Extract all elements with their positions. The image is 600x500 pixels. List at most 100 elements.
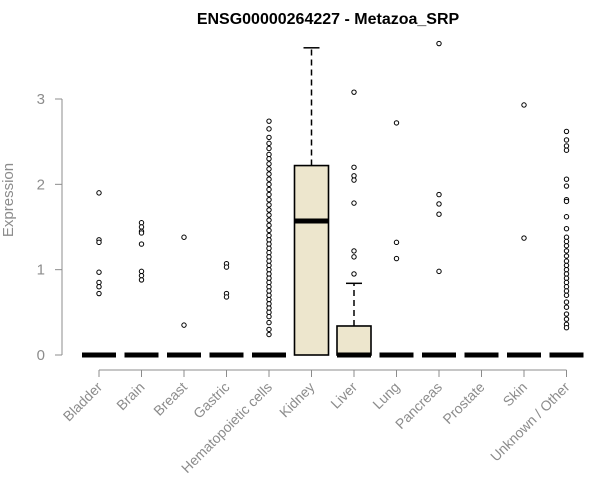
outlier-point	[266, 134, 272, 141]
outlier-point	[563, 147, 570, 153]
box-body	[336, 325, 372, 356]
outlier-point	[563, 258, 570, 264]
outlier-point	[266, 222, 272, 228]
outlier-point	[266, 279, 272, 286]
outlier-point	[223, 264, 230, 270]
outlier-point	[351, 271, 357, 277]
outlier-point	[266, 202, 272, 208]
outlier-point	[96, 284, 102, 290]
x-tick-label: Bladder	[60, 379, 106, 425]
outlier-point	[138, 277, 145, 283]
x-tick-label: Prostate	[439, 379, 487, 427]
outlier-point	[266, 161, 272, 167]
outlier-point	[266, 191, 272, 198]
box-6	[336, 89, 372, 358]
outlier-point	[138, 272, 145, 279]
outlier-point	[138, 268, 145, 275]
outlier-point	[563, 284, 570, 290]
outlier-point	[563, 275, 570, 281]
outlier-point	[563, 324, 570, 331]
chart-title: ENSG00000264227 - Metazoa_SRP	[197, 11, 460, 28]
outlier-point	[266, 296, 272, 303]
outlier-point	[436, 40, 442, 47]
outlier-point	[351, 164, 357, 170]
outlier-point	[96, 290, 102, 297]
y-axis-label: Expression	[0, 163, 17, 237]
outlier-point	[266, 245, 272, 252]
outlier-point	[563, 243, 570, 249]
outlier-point	[266, 156, 272, 162]
outlier-point	[266, 331, 272, 338]
outlier-point	[266, 262, 272, 269]
outlier-point	[563, 226, 570, 232]
outlier-point	[266, 237, 272, 243]
outlier-point	[266, 186, 272, 193]
outlier-point	[563, 248, 570, 254]
outlier-point	[563, 288, 570, 294]
outlier-point	[266, 166, 272, 172]
outlier-point	[351, 248, 357, 254]
outlier-point	[96, 269, 102, 275]
outlier-point	[266, 241, 272, 247]
outlier-point	[393, 255, 400, 262]
outlier-point	[266, 266, 272, 273]
outlier-point	[563, 253, 570, 259]
outlier-point	[266, 118, 272, 124]
outlier-point	[266, 309, 272, 316]
box-body	[293, 164, 330, 356]
outlier-point	[563, 183, 570, 189]
outlier-point	[138, 241, 145, 247]
outlier-point	[563, 271, 570, 277]
outlier-point	[266, 258, 272, 264]
outlier-point	[266, 217, 272, 223]
outlier-point	[266, 288, 272, 294]
outlier-point	[563, 137, 570, 143]
outlier-point	[181, 234, 187, 240]
outlier-point	[563, 292, 570, 298]
box-4	[252, 118, 286, 358]
outlier-point	[521, 102, 527, 108]
outlier-point	[138, 220, 145, 226]
outlier-point	[436, 201, 442, 207]
outlier-point	[266, 171, 272, 177]
outlier-point	[393, 120, 400, 126]
x-tick-label: Brain	[113, 379, 147, 413]
box-7	[379, 120, 414, 358]
outlier-point	[266, 284, 272, 290]
outlier-point	[563, 176, 570, 182]
outlier-point	[351, 89, 357, 95]
outlier-point	[266, 326, 272, 333]
outlier-point	[563, 316, 570, 322]
x-tick-label: Lung	[369, 379, 402, 412]
outlier-point	[563, 214, 570, 220]
box-2	[167, 234, 201, 358]
outlier-point	[96, 279, 102, 286]
outlier-point	[563, 198, 570, 205]
outlier-point	[266, 313, 272, 320]
y-axis: 0 1 2 3	[37, 91, 63, 364]
outlier-point	[266, 176, 272, 182]
outlier-point	[266, 227, 272, 234]
outlier-point	[266, 292, 272, 298]
box-3	[209, 260, 244, 358]
y-tick-label: 2	[37, 176, 45, 193]
outlier-point	[351, 177, 357, 183]
y-tick-label: 0	[37, 347, 45, 364]
x-tick-label: Breast	[150, 379, 190, 419]
outlier-point	[393, 239, 400, 246]
outlier-point	[521, 235, 527, 241]
y-tick-label: 3	[37, 91, 45, 108]
outlier-point	[223, 294, 230, 300]
box-1	[124, 220, 159, 358]
outlier-point	[266, 196, 272, 203]
outlier-point	[138, 224, 145, 230]
outlier-point	[96, 239, 102, 246]
outlier-point	[181, 322, 187, 328]
outlier-point	[351, 200, 357, 206]
outlier-point	[266, 140, 272, 147]
x-tick-label: Liver	[327, 379, 360, 412]
box-0	[82, 190, 116, 358]
y-tick-label: 1	[37, 262, 45, 279]
outlier-point	[266, 126, 272, 132]
